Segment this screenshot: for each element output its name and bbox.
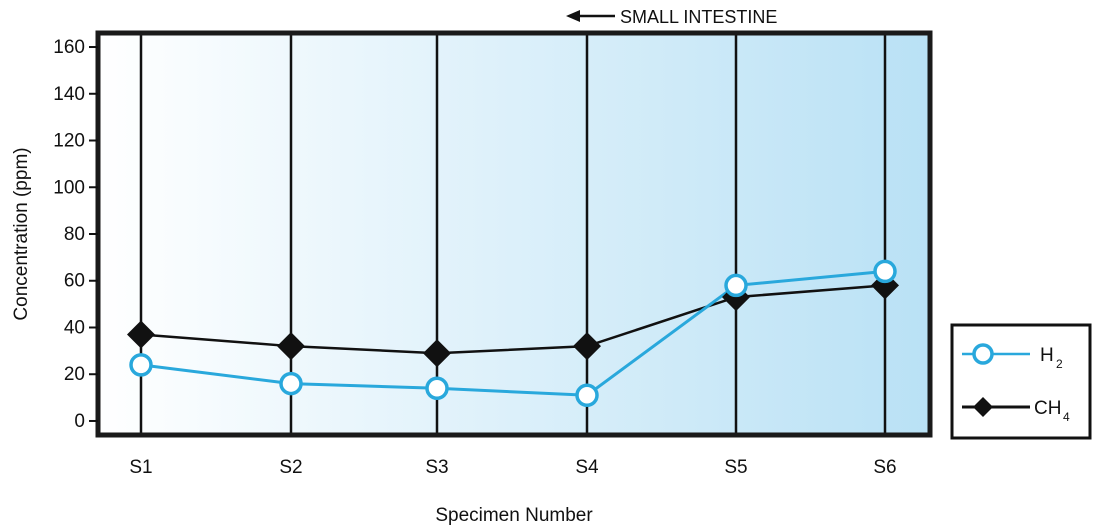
ch4-marker: [127, 320, 155, 349]
legend-subscript-ch4: 4: [1063, 410, 1070, 424]
x-tick-label: S1: [129, 457, 152, 478]
y-tick-label: 20: [64, 364, 85, 385]
legend-label-ch4: CH: [1034, 398, 1061, 419]
h2-marker: [873, 259, 897, 284]
h2-marker: [575, 383, 599, 408]
gridlines: [139, 33, 887, 435]
plot-background: [98, 33, 930, 435]
small-intestine-annotation: SMALL INTESTINE: [566, 7, 777, 27]
x-tick-label: S2: [279, 457, 302, 478]
markers: [127, 259, 899, 408]
x-tick-label: S6: [873, 457, 896, 478]
h2-marker: [279, 371, 303, 396]
x-tick-label: S4: [575, 457, 599, 478]
y-tick-label: 160: [53, 37, 85, 58]
series-line-h2: [140, 269, 886, 397]
ch4-marker: [423, 339, 451, 368]
y-tick-label: 80: [64, 224, 85, 245]
h2-marker: [724, 273, 748, 298]
ch4-marker: [573, 332, 601, 361]
left-arrow-icon: [566, 10, 580, 22]
legend-box: [950, 323, 1092, 440]
legend-marker-h2: [972, 343, 994, 365]
y-tick-label: 40: [64, 317, 85, 338]
y-axis-title: Concentration (ppm): [11, 147, 32, 320]
ch4-marker: [277, 332, 305, 361]
y-tick-label: 140: [53, 84, 85, 105]
legend: H 2 CH 4: [950, 323, 1092, 440]
y-axis-ticks: 0 20 40 60 80 100 120 140 160: [53, 37, 98, 432]
legend-label-h2: H: [1040, 345, 1054, 366]
series-line-ch4: [140, 284, 886, 355]
y-tick-label: 0: [74, 411, 85, 432]
y-tick-label: 60: [64, 271, 85, 292]
h2-marker: [129, 353, 153, 377]
series-lines: [140, 269, 886, 397]
y-tick-label: 100: [53, 177, 85, 198]
x-axis-ticks: S1 S2 S3 S4 S5 S6: [129, 457, 896, 478]
y-tick-label: 120: [53, 131, 85, 152]
legend-subscript-h2: 2: [1056, 357, 1063, 371]
x-tick-label: S5: [724, 457, 747, 478]
x-axis-title: Specimen Number: [435, 505, 593, 526]
h2-marker: [425, 376, 449, 401]
legend-marker-ch4: [973, 397, 993, 417]
x-tick-label: S3: [425, 457, 448, 478]
annotation-label: SMALL INTESTINE: [620, 7, 777, 27]
